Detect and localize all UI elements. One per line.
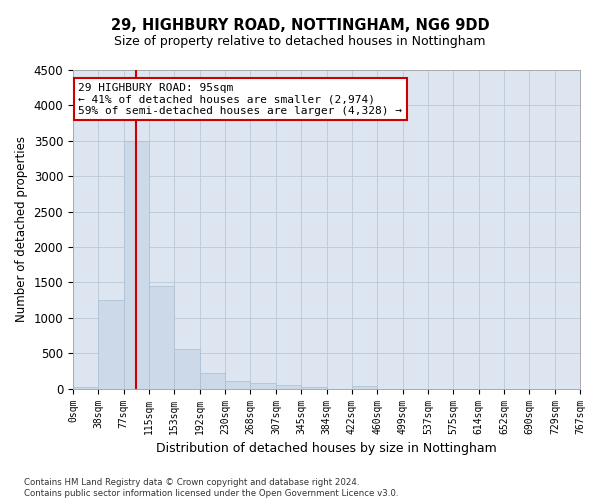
Bar [124,141,149,388]
Text: 29 HIGHBURY ROAD: 95sqm
← 41% of detached houses are smaller (2,974)
59% of semi: 29 HIGHBURY ROAD: 95sqm ← 41% of detache… [78,82,402,116]
Bar [352,386,377,388]
Text: 29, HIGHBURY ROAD, NOTTINGHAM, NG6 9DD: 29, HIGHBURY ROAD, NOTTINGHAM, NG6 9DD [110,18,490,32]
Bar [250,384,276,388]
X-axis label: Distribution of detached houses by size in Nottingham: Distribution of detached houses by size … [156,442,497,455]
Bar [276,385,301,388]
Bar [98,300,124,388]
Bar [174,349,200,389]
Bar [149,286,174,388]
Bar [301,387,326,388]
Bar [225,381,250,388]
Y-axis label: Number of detached properties: Number of detached properties [15,136,28,322]
Text: Contains HM Land Registry data © Crown copyright and database right 2024.
Contai: Contains HM Land Registry data © Crown c… [24,478,398,498]
Text: Size of property relative to detached houses in Nottingham: Size of property relative to detached ho… [114,35,486,48]
Bar [73,387,98,388]
Bar [200,373,225,388]
